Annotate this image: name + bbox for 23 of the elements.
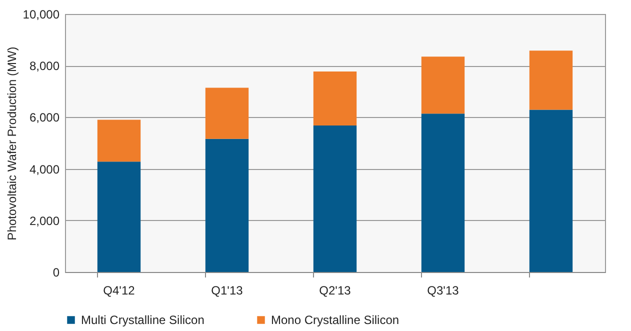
legend-label: Mono Crystalline Silicon — [271, 313, 400, 327]
y-tick-label: 6,000 — [29, 110, 60, 125]
bar — [421, 114, 465, 272]
bar — [529, 110, 573, 272]
legend-label: Multi Crystalline Silicon — [81, 313, 204, 327]
x-tick-label: Q3'13 — [427, 284, 460, 298]
bar — [97, 162, 141, 272]
bar — [97, 120, 141, 162]
y-tick-label: 10,000 — [22, 8, 60, 22]
y-tick-label: 0 — [52, 266, 60, 280]
y-tick-label: 4,000 — [29, 162, 60, 176]
x-tick-label: Q1'13 — [211, 284, 244, 298]
x-tick-label: Q2'13 — [319, 284, 352, 298]
bar — [313, 125, 357, 272]
bar — [313, 72, 357, 126]
bar — [205, 138, 249, 272]
y-axis-title: Photovoltaic Wafer Production (MW) — [4, 46, 19, 240]
bar — [205, 88, 249, 139]
y-tick-label: 8,000 — [29, 59, 60, 74]
bar — [529, 50, 573, 110]
bar — [421, 56, 465, 114]
y-tick-label: 2,000 — [29, 214, 60, 228]
x-tick-label: Q4'12 — [103, 284, 136, 298]
